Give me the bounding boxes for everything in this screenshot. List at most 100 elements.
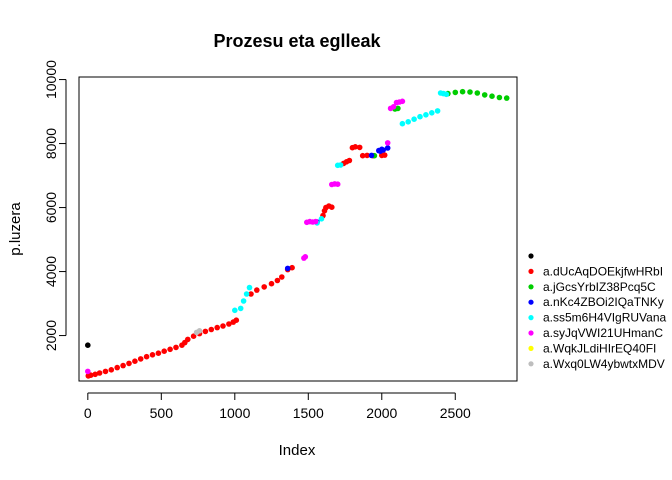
x-tick-label: 1500	[293, 405, 324, 421]
data-point	[85, 368, 91, 375]
data-point	[459, 88, 466, 95]
data-point	[356, 144, 363, 151]
data-point	[102, 368, 109, 375]
data-point	[155, 350, 162, 357]
x-axis-label: Index	[279, 442, 316, 459]
data-point	[489, 93, 495, 99]
x-tick-label: 500	[150, 405, 174, 421]
data-point	[443, 91, 450, 98]
data-point	[190, 333, 197, 340]
legend-label: a.jGcsYrbIZ38Pcq5C	[543, 280, 656, 294]
data-point	[399, 120, 406, 127]
data-point	[214, 324, 220, 331]
series-points	[85, 98, 406, 375]
y-tick-label: 8000	[43, 128, 59, 159]
data-point	[92, 371, 98, 378]
x-tick-label: 2500	[440, 405, 471, 421]
data-point	[423, 112, 429, 118]
data-point	[208, 326, 215, 333]
y-axis: 2000 4000 6000 8000 10000	[43, 60, 67, 351]
data-point	[279, 274, 285, 280]
data-point	[417, 113, 423, 120]
legend-marker	[528, 345, 534, 351]
data-point	[243, 291, 250, 297]
data-point	[346, 157, 353, 164]
data-point	[137, 356, 144, 362]
legend-marker	[528, 253, 534, 259]
data-point	[232, 307, 238, 314]
data-point	[114, 364, 120, 371]
data-point	[253, 287, 260, 293]
legend-label: a.nKc4ZBOi2IQaTNKy	[543, 295, 664, 309]
data-point	[126, 360, 132, 367]
data-point	[143, 353, 150, 360]
data-point	[359, 152, 366, 159]
legend-label: a.WqkJLdiHIrEQ40FI	[543, 341, 656, 355]
x-tick-label: 0	[84, 405, 92, 421]
data-point	[226, 321, 232, 327]
data-point	[202, 328, 209, 335]
data-point	[399, 98, 406, 105]
legend-marker	[528, 361, 534, 367]
data-point	[496, 94, 503, 101]
series-points	[85, 144, 388, 379]
data-point	[132, 358, 138, 365]
data-point	[85, 342, 91, 349]
data-point	[384, 140, 391, 146]
data-point	[384, 145, 391, 151]
series-points	[232, 90, 450, 314]
legend-label: a.dUcAqDOEkjfwHRbI	[543, 264, 663, 278]
data-point	[381, 152, 388, 158]
legend: a.dUcAqDOEkjfwHRbI a.jGcsYrbIZ38Pcq5Ca.nK…	[528, 253, 666, 371]
legend-label: a.Wxq0LW4ybwtxMDV	[543, 357, 665, 371]
data-point	[329, 204, 335, 210]
data-point	[261, 284, 268, 290]
data-point	[220, 323, 226, 329]
data-point	[161, 348, 167, 355]
data-point	[503, 95, 510, 101]
legend-label: a.syJqVWI21UHmanC	[543, 326, 663, 340]
data-point	[88, 372, 94, 379]
data-point	[248, 291, 254, 297]
data-point	[334, 181, 341, 187]
data-point	[237, 305, 244, 312]
y-tick-label: 10000	[43, 60, 59, 99]
data-point	[390, 104, 397, 110]
data-point	[380, 147, 387, 153]
data-point	[289, 264, 295, 271]
series-points	[371, 88, 510, 159]
chart-title: Prozesu eta eglleak	[213, 31, 381, 51]
legend-marker	[528, 315, 534, 321]
data-point	[452, 89, 459, 96]
x-axis: 0 500 1000 1500 2000 2500	[84, 392, 471, 421]
legend-marker	[528, 299, 534, 305]
legend-label: a.ss5m6H4VIgRUVana	[543, 311, 666, 325]
data-point	[467, 89, 473, 95]
data-point	[268, 280, 275, 287]
legend-marker	[528, 284, 534, 290]
data-point	[185, 336, 191, 343]
data-point	[434, 108, 441, 114]
data-point	[352, 144, 359, 150]
data-point	[173, 344, 179, 351]
y-tick-label: 4000	[43, 256, 59, 287]
data-points	[85, 88, 510, 379]
y-tick-label: 6000	[43, 192, 59, 223]
data-point	[240, 298, 247, 304]
data-point	[302, 253, 309, 260]
plot-frame	[78, 76, 518, 382]
data-point	[96, 370, 103, 376]
data-point	[196, 328, 203, 334]
data-point	[395, 105, 401, 112]
data-point	[429, 110, 435, 116]
data-point	[411, 116, 417, 122]
data-point	[474, 90, 481, 96]
y-tick-label: 2000	[43, 320, 59, 351]
data-point	[312, 218, 319, 225]
data-point	[405, 119, 412, 125]
data-point	[108, 367, 115, 373]
data-point	[337, 162, 344, 168]
y-axis-label: p.luzera	[7, 202, 24, 256]
data-point	[318, 216, 325, 222]
